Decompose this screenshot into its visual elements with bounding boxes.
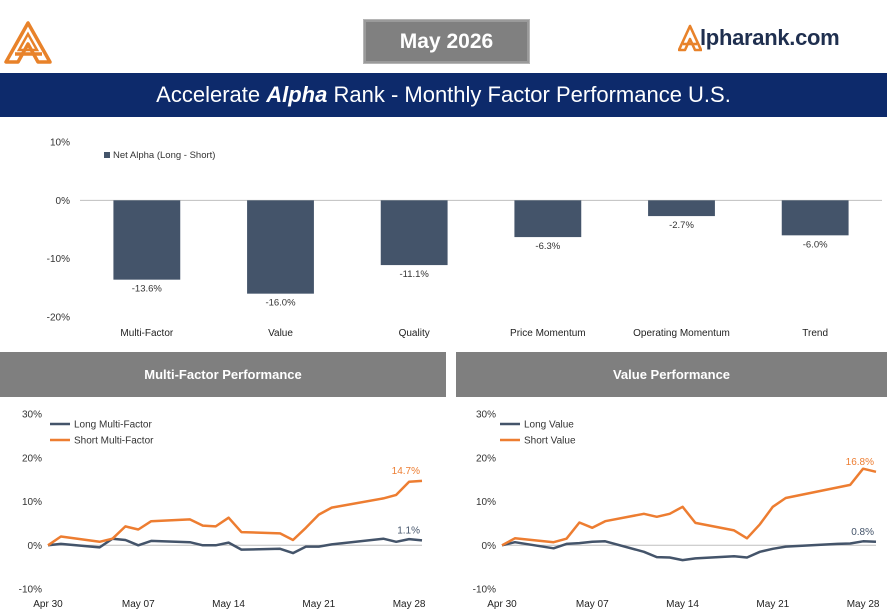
data-label-multi-factor: -13.6% <box>132 284 163 295</box>
page-title: Accelerate Alpha Rank - Monthly Factor P… <box>0 73 887 117</box>
y-tick-label: -10% <box>47 254 70 265</box>
x-tick-label: May 14 <box>212 599 245 610</box>
alpharank-logo-icon <box>4 21 52 64</box>
y-tick-label: 10% <box>22 497 42 508</box>
y-tick-label: 30% <box>476 410 496 421</box>
bar-chart-y-axis: 10% 0% -10% -20% <box>47 138 882 324</box>
bar-price-momentum <box>514 200 582 238</box>
bar-quality <box>380 200 448 266</box>
x-tick-label: Apr 30 <box>33 599 63 610</box>
x-tick-label-value: Value <box>268 328 293 339</box>
bar-operating-momentum <box>648 200 715 217</box>
x-tick-label-quality: Quality <box>399 328 430 339</box>
month-label: May 2026 <box>363 19 530 64</box>
multi-factor-panel-title: Multi-Factor Performance <box>0 352 446 397</box>
bar-multi-factor <box>113 200 181 280</box>
x-tick-label: Apr 30 <box>487 599 517 610</box>
end-label-short-multi-factor: 14.7% <box>392 466 420 477</box>
brand-a-icon <box>678 24 702 52</box>
x-tick-label: May 21 <box>756 599 789 610</box>
data-label-price-momentum: -6.3% <box>535 241 560 252</box>
x-tick-label-price-momentum: Price Momentum <box>510 328 586 339</box>
series-line-short-multi-factor <box>47 479 423 547</box>
x-tick-label-multi-factor: Multi-Factor <box>120 328 173 339</box>
end-label-short-value: 16.8% <box>846 457 874 468</box>
y-tick-label: 0% <box>28 541 43 552</box>
bar-trend <box>781 200 849 236</box>
legend-label-net-alpha: Net Alpha (Long - Short) <box>113 150 215 161</box>
x-tick-label: May 07 <box>576 599 609 610</box>
data-label-value: -16.0% <box>265 298 296 309</box>
legend-label-long-value: Long Value <box>524 420 574 431</box>
legend-label-short-value: Short Value <box>524 436 576 447</box>
data-label-operating-momentum: -2.7% <box>669 220 694 231</box>
y-tick-label: -10% <box>473 585 496 596</box>
y-tick-label: 0% <box>56 196 71 207</box>
value-panel-title: Value Performance <box>456 352 887 397</box>
x-axis: Apr 30 May 07 May 14 May 21 May 28 <box>33 599 426 610</box>
series-line-short-value <box>501 467 877 547</box>
x-axis: Apr 30 May 07 May 14 May 21 May 28 <box>487 599 880 610</box>
legend-swatch-net-alpha <box>104 152 110 158</box>
y-tick-label: 0% <box>482 541 497 552</box>
y-tick-label: 30% <box>22 410 42 421</box>
end-label-long-value: 0.8% <box>851 527 874 538</box>
y-tick-label: -20% <box>47 313 70 324</box>
page-title-emphasis: Alpha <box>266 82 328 107</box>
x-tick-label-trend: Trend <box>802 328 828 339</box>
brand-name: lpharank.com <box>700 25 840 50</box>
y-tick-label: 20% <box>22 453 42 464</box>
x-tick-label: May 14 <box>666 599 699 610</box>
data-label-trend: -6.0% <box>803 239 828 250</box>
x-tick-label: May 28 <box>393 599 426 610</box>
end-label-long-multi-factor: 1.1% <box>397 525 420 536</box>
x-tick-label-operating-momentum: Operating Momentum <box>633 328 730 339</box>
y-tick-label: -10% <box>19 585 42 596</box>
multi-factor-line-chart: 30% 20% 10% 0% -10% Apr 30 May 07 May 14 May 21 M… <box>19 410 426 611</box>
value-line-chart: 30% 20% 10% 0% -10% Apr 30 May 07 May 14 May 21 M… <box>473 410 880 611</box>
bar-chart-legend: Net Alpha (Long - Short) <box>104 150 215 161</box>
net-alpha-bar-chart: 10% 0% -10% -20% -13.6% Multi-Factor -16.0% Va… <box>47 138 882 339</box>
y-tick-label: 20% <box>476 453 496 464</box>
bar-chart-bars: -13.6% Multi-Factor -16.0% Value -11.1% Quali… <box>113 200 849 339</box>
y-tick-label: 10% <box>50 138 70 149</box>
x-tick-label: May 07 <box>122 599 155 610</box>
y-tick-label: 10% <box>476 497 496 508</box>
legend-label-long-multi-factor: Long Multi-Factor <box>74 420 152 431</box>
legend-label-short-multi-factor: Short Multi-Factor <box>74 436 154 447</box>
series-line-long-multi-factor <box>47 537 423 555</box>
series-line-long-value <box>501 540 877 562</box>
x-tick-label: May 21 <box>302 599 335 610</box>
page-title-pre: Accelerate <box>156 82 267 107</box>
data-label-quality: -11.1% <box>399 269 429 280</box>
bar-value <box>247 200 314 294</box>
brand-logo: lpharank.com <box>678 22 884 56</box>
x-tick-label: May 28 <box>847 599 880 610</box>
page-title-post: Rank - Monthly Factor Performance U.S. <box>327 82 731 107</box>
